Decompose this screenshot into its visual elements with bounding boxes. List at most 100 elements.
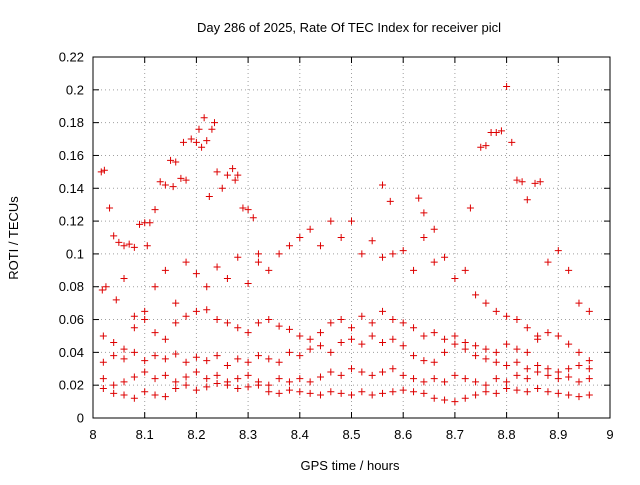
data-point [389,388,397,396]
data-point [513,358,521,366]
data-point [337,234,345,241]
data-point [203,137,211,145]
data-point [100,166,108,174]
data-point [265,266,273,274]
data-point [430,225,438,233]
data-point [415,194,423,202]
data-point [275,250,283,258]
data-point [254,258,262,266]
data-point [482,299,490,307]
data-point [575,299,583,307]
data-point [244,279,252,287]
data-point [554,389,562,397]
data-point [585,375,593,383]
y-tick-label: 0.2 [66,82,84,97]
data-point [125,240,133,248]
y-tick-label: 0.1 [66,246,84,261]
data-point [167,156,175,164]
data-point [472,342,480,350]
data-point [492,358,500,366]
data-point [379,368,387,376]
data-point [203,375,211,383]
data-point [151,391,159,399]
data-point [575,348,583,356]
y-tick-label: 0.14 [59,181,84,196]
data-point [146,219,154,227]
data-point [492,375,500,383]
y-tick-label: 0.16 [59,148,84,163]
y-tick-label: 0 [77,411,84,426]
data-point [544,388,552,396]
y-tick-label: 0.12 [59,214,84,229]
y-tick-label: 0.06 [59,312,84,327]
x-tick-label: 8.4 [291,427,309,442]
data-point [503,312,511,320]
data-point [210,119,218,127]
data-point [151,283,159,291]
data-point [327,348,335,356]
data-point [223,361,231,369]
data-point [285,242,293,250]
data-point [410,388,418,396]
data-point [275,322,283,330]
data-point [441,348,449,356]
data-point [172,378,180,386]
data-point [451,398,459,406]
data-point [182,312,190,320]
data-point [213,352,221,360]
data-point [177,174,185,182]
data-point [130,348,138,356]
data-point [472,391,480,399]
data-point [136,220,144,228]
data-point [161,181,169,189]
data-point [254,352,262,360]
data-point [420,234,428,241]
x-tick-label: 8.3 [239,427,257,442]
data-point [451,275,459,283]
data-point [306,389,314,397]
data-point [451,371,459,379]
data-point [161,371,169,379]
data-point [141,357,149,365]
data-point [399,247,407,255]
data-point [410,266,418,274]
data-point [430,375,438,383]
data-point [513,176,521,184]
data-point [296,234,304,241]
data-point [492,307,500,315]
data-point [554,247,562,255]
data-point [441,253,449,261]
data-point [544,365,552,373]
data-point [231,176,239,184]
data-point [172,319,180,327]
data-point [575,393,583,401]
data-point [151,329,159,337]
data-point [575,378,583,386]
data-point [337,339,345,347]
grid [93,57,610,418]
data-point [102,283,110,291]
data-point [192,270,200,278]
data-point [239,204,247,212]
data-point [544,371,552,379]
data-point [151,206,159,214]
data-point [430,394,438,402]
data-point [130,324,138,332]
data-point [534,384,542,392]
data-point [337,389,345,397]
data-point [327,217,335,225]
data-point [200,114,208,122]
data-point [213,316,221,324]
data-point [410,352,418,360]
x-tick-label: 8.1 [136,427,154,442]
data-point [492,348,500,356]
data-point [306,345,314,353]
x-tick-label: 8.6 [394,427,412,442]
data-point [99,384,107,392]
data-point [223,381,231,389]
data-point [203,383,211,391]
data-point [234,324,242,332]
data-point [420,389,428,397]
data-point [348,391,355,399]
data-point [358,250,366,258]
